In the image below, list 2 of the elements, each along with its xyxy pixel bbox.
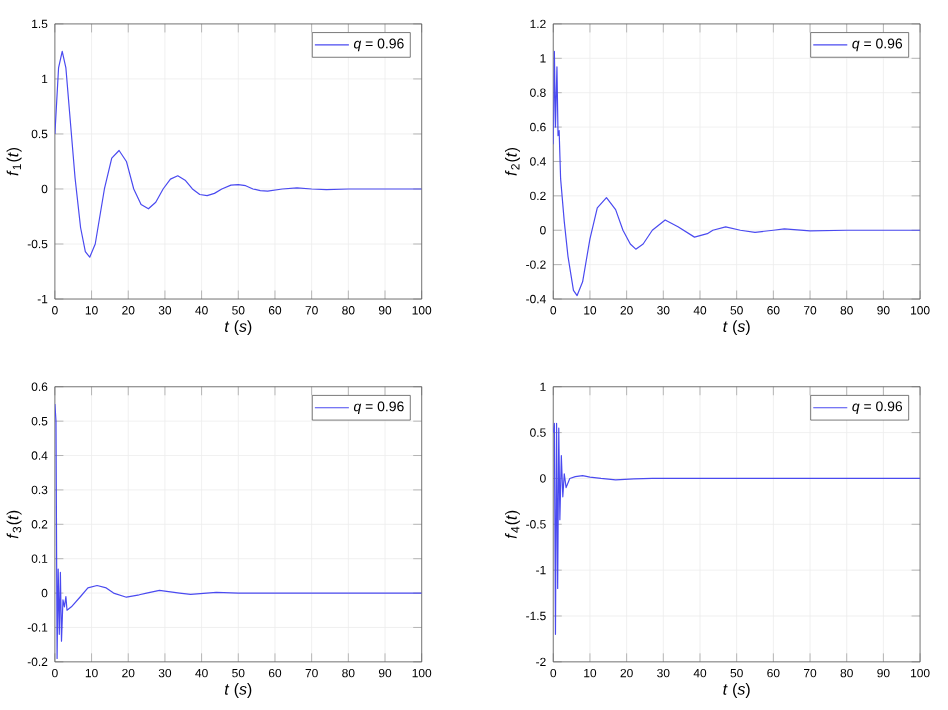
- line-series: [553, 422, 921, 636]
- line-series: [54, 403, 422, 660]
